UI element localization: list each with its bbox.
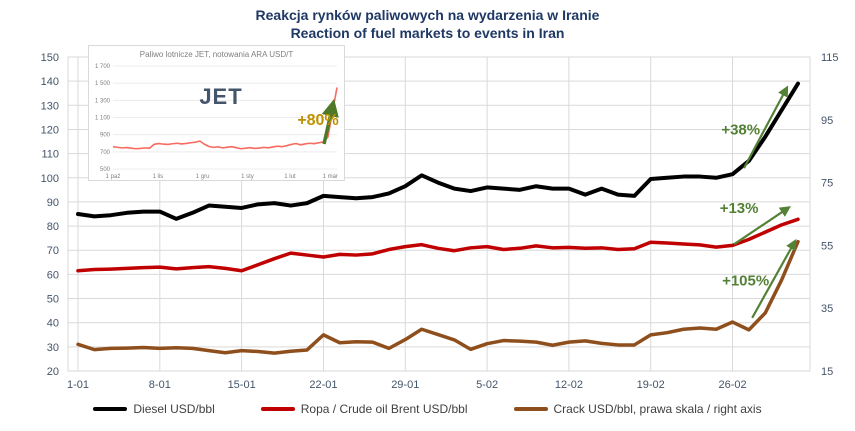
left-axis-tick-label: 140: [41, 76, 59, 88]
inset-y-tick-label: 1 500: [95, 81, 111, 87]
left-axis-tick-label: 150: [41, 52, 59, 64]
inset-y-tick-label: 1 700: [95, 64, 111, 70]
jet-inset-chart: Paliwo lotnicze JET, notowania ARA USD/T…: [88, 45, 345, 181]
plot-border: [67, 56, 811, 372]
legend-label-diesel: Diesel USD/bbl: [133, 402, 215, 416]
inset-x-tick-label: 1 lis: [152, 174, 163, 180]
x-axis-tick-label: 12-02: [555, 379, 583, 391]
annotation-label: +105%: [722, 272, 769, 289]
inset-y-tick-label: 700: [100, 150, 111, 156]
main-chart-plot: 150 140 130 120 110 100 90 80 70 60 50 40 30 20 115 95 7…: [41, 52, 839, 391]
annotation-label: +13%: [720, 200, 759, 217]
x-axis-tick-label: 8-01: [149, 379, 171, 391]
x-axis-tick-label: 5-02: [476, 379, 498, 391]
left-axis-tick-label: 30: [47, 342, 59, 354]
legend-label-brent: Ropa / Crude oil Brent USD/bbl: [300, 402, 468, 416]
left-axis-tick-label: 110: [41, 149, 59, 161]
legend-swatch-brent: [260, 407, 295, 411]
left-axis-tick-label: 90: [47, 197, 59, 209]
inset-x-tick-label: 1 sty: [241, 174, 254, 180]
left-axis-tick-label: 100: [41, 173, 59, 185]
annotation-arrow: [751, 238, 797, 319]
series-line-2: [76, 239, 800, 355]
right-axis-tick-label: 115: [821, 52, 839, 64]
legend-swatch-crack: [513, 407, 548, 411]
left-axis-tick-label: 130: [41, 100, 59, 112]
x-axis-tick-label: 29-01: [391, 379, 419, 391]
annotation-arrow: [743, 85, 789, 169]
right-axis-tick-label: 35: [821, 303, 833, 315]
left-axis-tick-label: 60: [47, 269, 59, 281]
left-axis-tick-label: 50: [47, 294, 59, 306]
x-axis-tick-label: 19-02: [637, 379, 665, 391]
inset-y-tick-label: 900: [100, 133, 111, 139]
right-axis-tick-label: 15: [821, 366, 833, 378]
jet-annotation-label: +80%: [297, 112, 338, 129]
chart-title-line1: Reakcja rynków paliwowych na wydarzenia …: [255, 7, 600, 23]
right-axis-tick-label: 95: [821, 115, 833, 127]
inset-y-tick-label: 500: [100, 167, 111, 173]
left-axis-tick-label: 70: [47, 245, 59, 257]
right-axis-tick-label: 75: [821, 178, 833, 190]
inset-x-tick-label: 1 mar: [323, 174, 338, 180]
annotation-arrow: [733, 206, 791, 246]
series-line-0: [76, 81, 800, 221]
annotation-label: +38%: [721, 121, 760, 138]
inset-x-tick-label: 1 paź: [106, 174, 121, 180]
chart-title: Reakcja rynków paliwowych na wydarzenia …: [0, 6, 855, 42]
inset-x-tick-label: 1 lut: [284, 174, 296, 180]
left-axis-tick-label: 40: [47, 318, 59, 330]
legend-label-crack: Crack USD/bbl, prawa skala / right axis: [553, 402, 762, 416]
jet-series-line: [112, 87, 338, 150]
right-axis-tick-label: 55: [821, 240, 833, 252]
left-axis-tick-label: 120: [41, 124, 59, 136]
legend-item-diesel: Diesel USD/bbl: [93, 402, 215, 416]
x-axis-tick-label: 26-02: [718, 379, 746, 391]
left-axis-tick-label: 20: [47, 366, 59, 378]
jet-inset-title: Paliwo lotnicze JET, notowania ARA USD/T: [139, 50, 294, 59]
legend-swatch-diesel: [93, 407, 128, 411]
inset-x-tick-label: 1 gru: [196, 174, 210, 180]
jet-annotation-arrow: [321, 98, 339, 145]
x-axis-tick-label: 15-01: [228, 379, 256, 391]
inset-y-tick-label: 1 100: [95, 116, 111, 122]
jet-big-label: JET: [199, 84, 242, 109]
left-axis-tick-label: 80: [47, 221, 59, 233]
chart-title-line2: Reaction of fuel markets to events in Ir…: [290, 25, 565, 41]
x-axis-tick-label: 1-01: [67, 379, 89, 391]
inset-y-tick-label: 1 300: [95, 98, 111, 104]
series-line-1: [76, 217, 800, 273]
chart-legend: Diesel USD/bbl Ropa / Crude oil Brent US…: [0, 402, 855, 416]
x-axis-tick-label: 22-01: [309, 379, 337, 391]
legend-item-crack: Crack USD/bbl, prawa skala / right axis: [513, 402, 762, 416]
legend-item-brent: Ropa / Crude oil Brent USD/bbl: [260, 402, 468, 416]
